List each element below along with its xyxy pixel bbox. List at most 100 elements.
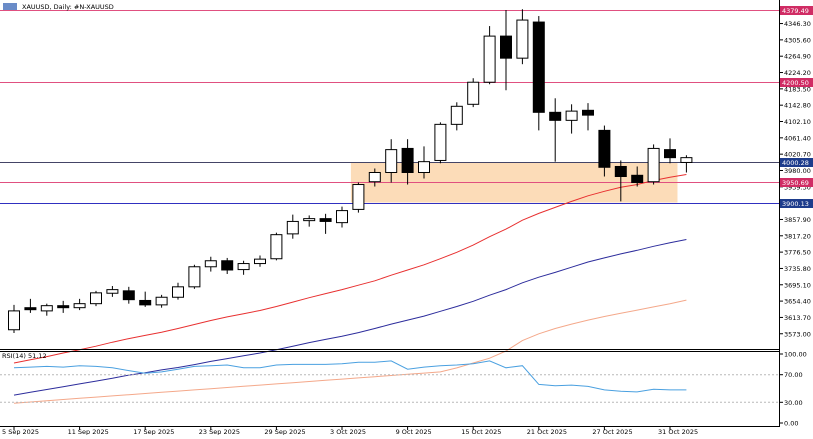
- candle-body-bear: [582, 109, 594, 116]
- candle[interactable]: [450, 102, 463, 131]
- date-tick-label: 3 Oct 2025: [330, 428, 366, 435]
- candle[interactable]: [582, 103, 594, 131]
- candle[interactable]: [516, 9, 529, 65]
- price-level-tag: [780, 78, 813, 87]
- candle-body-bull: [385, 149, 398, 173]
- price-level-tag: [780, 6, 813, 15]
- price-tick-label: 3776.50: [784, 249, 811, 257]
- price-tick-label: 4346.30: [784, 20, 811, 28]
- price-tick-label: 3613.70: [784, 314, 811, 322]
- candle-body-bear: [221, 260, 234, 271]
- price-tick-label: 3573.00: [784, 330, 811, 338]
- candle[interactable]: [614, 160, 627, 202]
- candle[interactable]: [598, 125, 611, 177]
- candle-body-bull: [647, 147, 660, 183]
- candle[interactable]: [500, 10, 512, 91]
- candle[interactable]: [155, 294, 168, 308]
- candle[interactable]: [90, 290, 102, 307]
- date-tick-label: 9 Oct 2025: [396, 428, 432, 435]
- candle-body-bull: [90, 292, 102, 305]
- candle[interactable]: [221, 257, 234, 274]
- candle[interactable]: [237, 260, 250, 275]
- candle[interactable]: [647, 144, 660, 185]
- candle[interactable]: [467, 78, 480, 108]
- candle[interactable]: [8, 304, 20, 333]
- candle[interactable]: [418, 146, 430, 179]
- candle[interactable]: [270, 232, 283, 261]
- price-level-tag: [780, 199, 813, 208]
- candle[interactable]: [319, 213, 332, 234]
- candle[interactable]: [401, 139, 414, 185]
- price-tick-label: 3817.20: [784, 232, 811, 240]
- candle[interactable]: [565, 104, 578, 134]
- rsi-tick-label: 30.00: [784, 399, 803, 407]
- candle-body-bull: [8, 310, 20, 331]
- moving-average-line: [13, 174, 687, 364]
- candle[interactable]: [286, 214, 299, 239]
- candle[interactable]: [336, 206, 348, 228]
- candle[interactable]: [385, 139, 398, 183]
- title-group: XAUUSD, Daily: #N-XAUUSD: [3, 3, 114, 11]
- candle[interactable]: [139, 291, 152, 307]
- candle[interactable]: [483, 26, 496, 85]
- price-tick-label: 4020.70: [784, 151, 811, 159]
- candle-body-bull: [565, 110, 578, 121]
- price-tick-label: 4142.80: [784, 102, 811, 110]
- candle-body-bear: [532, 21, 545, 113]
- date-tick-label: 29 Sep 2025: [264, 428, 305, 435]
- candle-body-bull: [155, 296, 168, 306]
- candle-body-bull: [73, 303, 86, 309]
- price-tick-label: 4102.10: [784, 118, 811, 126]
- price-level-tag-text: 4200.50: [782, 79, 809, 87]
- candle[interactable]: [549, 98, 562, 162]
- candle-body-bear: [122, 290, 135, 301]
- candle[interactable]: [352, 182, 365, 213]
- candle-body-bear: [24, 307, 37, 311]
- rsi-tick-label: 100.00: [784, 351, 807, 359]
- candle-body-bear: [598, 129, 611, 168]
- candle-body-bear: [614, 165, 627, 178]
- price-tick-label: 3980.00: [784, 167, 811, 175]
- candle-body-bull: [368, 171, 381, 183]
- candle-body-bull: [204, 260, 217, 268]
- candle[interactable]: [680, 155, 693, 173]
- rsi-line: [13, 360, 687, 393]
- candle-body-bull: [270, 234, 283, 260]
- candle[interactable]: [57, 300, 70, 313]
- price-tick-label: 3735.80: [784, 265, 811, 273]
- candle[interactable]: [172, 282, 184, 300]
- candle[interactable]: [188, 264, 201, 289]
- candle[interactable]: [40, 303, 53, 316]
- candle[interactable]: [434, 122, 447, 164]
- price-tick-label: 3654.40: [784, 298, 811, 306]
- candle[interactable]: [122, 286, 135, 304]
- date-tick-label: 5 Sep 2025: [2, 428, 39, 435]
- candle-body-bull: [254, 258, 266, 265]
- candle[interactable]: [368, 168, 381, 187]
- price-level-tag-text: 4000.28: [782, 159, 809, 167]
- candle-body-bull: [516, 19, 529, 59]
- candle[interactable]: [303, 215, 316, 227]
- date-tick-label: 27 Oct 2025: [592, 428, 632, 435]
- price-tick-label: 4224.20: [784, 69, 811, 77]
- candle[interactable]: [254, 255, 266, 267]
- price-level-tag-text: 4379.49: [782, 7, 809, 15]
- date-tick-label: 21 Oct 2025: [527, 428, 567, 435]
- candle[interactable]: [106, 286, 119, 297]
- moving-average-line: [13, 299, 687, 404]
- candle[interactable]: [204, 256, 217, 272]
- date-tick-label: 17 Sep 2025: [133, 428, 174, 435]
- candle[interactable]: [532, 16, 545, 131]
- candle[interactable]: [73, 298, 86, 311]
- price-level-tag: [780, 158, 813, 167]
- candle[interactable]: [24, 298, 37, 313]
- price-tick-label: 4183.50: [784, 85, 811, 93]
- candle[interactable]: [664, 138, 676, 164]
- price-level-tag-text: 3950.69: [782, 179, 809, 187]
- candle-body-bear: [500, 35, 512, 59]
- candle-body-bear: [631, 174, 644, 184]
- candle[interactable]: [631, 166, 644, 187]
- moving-average-line: [13, 239, 687, 396]
